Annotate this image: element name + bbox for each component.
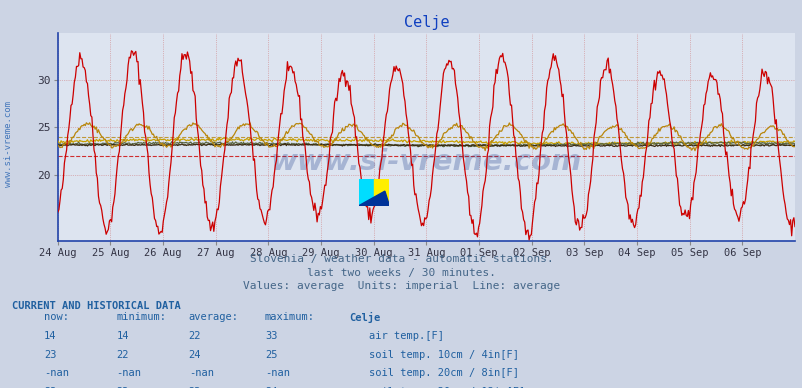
- Text: www.si-vreme.com: www.si-vreme.com: [3, 100, 13, 187]
- Text: minimum:: minimum:: [116, 312, 166, 322]
- Text: soil temp. 20cm / 8in[F]: soil temp. 20cm / 8in[F]: [368, 368, 518, 378]
- Text: 33: 33: [265, 331, 277, 341]
- Text: now:: now:: [44, 312, 69, 322]
- Text: 25: 25: [265, 350, 277, 360]
- Text: soil temp. 10cm / 4in[F]: soil temp. 10cm / 4in[F]: [368, 350, 518, 360]
- Text: 22: 22: [188, 331, 201, 341]
- Text: -nan: -nan: [265, 368, 290, 378]
- Text: -nan: -nan: [116, 368, 141, 378]
- Text: maximum:: maximum:: [265, 312, 314, 322]
- Text: 23: 23: [44, 350, 57, 360]
- Bar: [358, 179, 374, 206]
- Text: -nan: -nan: [188, 368, 213, 378]
- Text: CURRENT AND HISTORICAL DATA: CURRENT AND HISTORICAL DATA: [12, 301, 180, 311]
- Text: 22: 22: [44, 387, 57, 388]
- Text: 22: 22: [116, 350, 129, 360]
- Polygon shape: [358, 191, 389, 206]
- Text: Celje: Celje: [349, 312, 380, 323]
- Title: Celje: Celje: [403, 16, 448, 30]
- Text: soil temp. 30cm / 12in[F]: soil temp. 30cm / 12in[F]: [368, 387, 525, 388]
- Text: www.si-vreme.com: www.si-vreme.com: [270, 148, 581, 176]
- Text: air temp.[F]: air temp.[F]: [368, 331, 443, 341]
- Text: -nan: -nan: [44, 368, 69, 378]
- Text: 24: 24: [265, 387, 277, 388]
- Text: 22: 22: [116, 387, 129, 388]
- Bar: [374, 179, 389, 206]
- Text: Slovenia / weather data - automatic stations.: Slovenia / weather data - automatic stat…: [249, 254, 553, 264]
- Text: last two weeks / 30 minutes.: last two weeks / 30 minutes.: [306, 268, 496, 278]
- Text: 14: 14: [116, 331, 129, 341]
- Text: Values: average  Units: imperial  Line: average: Values: average Units: imperial Line: av…: [242, 281, 560, 291]
- Text: average:: average:: [188, 312, 238, 322]
- Text: 23: 23: [188, 387, 201, 388]
- Text: 24: 24: [188, 350, 201, 360]
- Text: 14: 14: [44, 331, 57, 341]
